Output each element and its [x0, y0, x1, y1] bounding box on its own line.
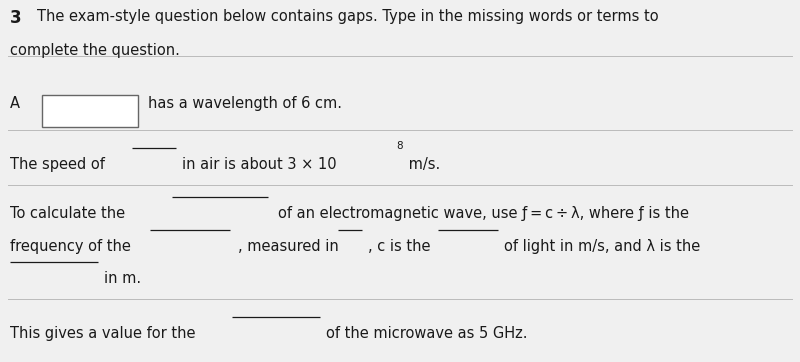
Text: This gives a value for the: This gives a value for the [10, 326, 195, 341]
Text: of an electromagnetic wave, use ƒ = c ÷ λ, where ƒ is the: of an electromagnetic wave, use ƒ = c ÷ … [278, 206, 689, 221]
Text: frequency of the: frequency of the [10, 239, 130, 254]
Text: in m.: in m. [104, 271, 141, 286]
Text: The speed of: The speed of [10, 157, 105, 172]
Text: m/s.: m/s. [404, 157, 440, 172]
Text: in air is about 3 × 10: in air is about 3 × 10 [182, 157, 337, 172]
Text: of light in m/s, and λ is the: of light in m/s, and λ is the [504, 239, 700, 254]
Text: To calculate the: To calculate the [10, 206, 125, 221]
Text: , c is the: , c is the [368, 239, 430, 254]
Text: has a wavelength of 6 cm.: has a wavelength of 6 cm. [148, 96, 342, 111]
Text: complete the question.: complete the question. [10, 43, 179, 58]
Text: The exam-style question below contains gaps. Type in the missing words or terms : The exam-style question below contains g… [37, 9, 658, 24]
Text: 3: 3 [10, 9, 22, 27]
Text: 8: 8 [396, 141, 402, 151]
Text: A: A [10, 96, 19, 111]
Text: , measured in: , measured in [238, 239, 338, 254]
FancyBboxPatch shape [42, 95, 138, 127]
Text: of the microwave as 5 GHz.: of the microwave as 5 GHz. [326, 326, 528, 341]
